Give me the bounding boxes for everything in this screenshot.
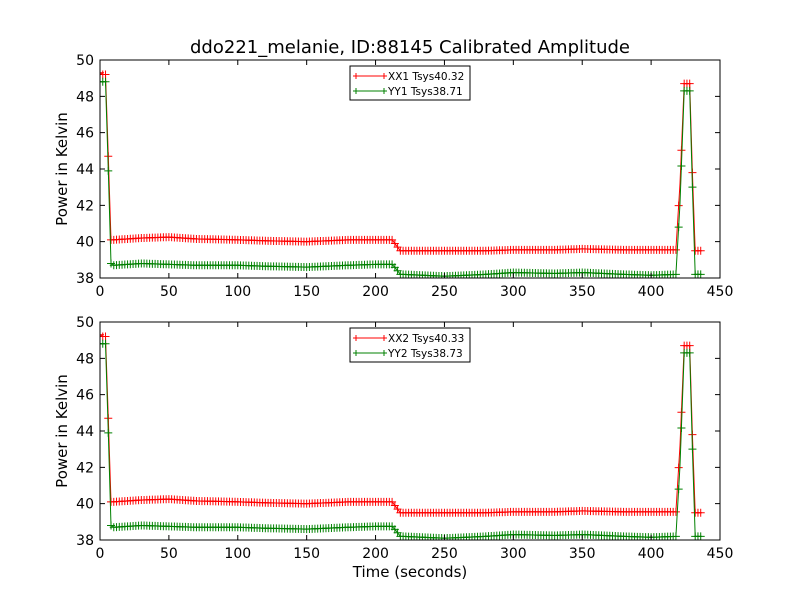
legend-swatch-marker xyxy=(381,88,387,94)
data-point-marker xyxy=(688,183,697,192)
x-tick-label: 300 xyxy=(500,546,527,562)
x-axis-label: Time (seconds) xyxy=(352,563,468,581)
x-tick-label: 200 xyxy=(362,284,389,300)
data-point-marker xyxy=(677,423,686,432)
data-point-marker xyxy=(685,341,694,350)
y-tick-label: 46 xyxy=(76,126,94,142)
legend-entry-label: XX2 Tsys40.33 xyxy=(388,333,464,345)
y-tick-label: 50 xyxy=(76,315,94,331)
data-point-marker xyxy=(696,508,705,517)
x-tick-label: 350 xyxy=(569,546,596,562)
x-tick-label: 350 xyxy=(569,284,596,300)
legend-swatch-marker xyxy=(353,335,359,341)
data-point-marker xyxy=(685,86,694,95)
data-point-marker xyxy=(674,223,683,232)
subplot-1: 0 50 100 150 200 250 300 350 400 450 38 40 42 44 46 48 5… xyxy=(53,53,733,300)
legend-swatch-marker xyxy=(381,73,387,79)
y-tick-label: 48 xyxy=(76,89,94,105)
y-tick-label: 42 xyxy=(76,198,94,214)
series-group xyxy=(100,330,705,540)
x-tick-label: 400 xyxy=(638,284,665,300)
y-tick-label: 38 xyxy=(76,271,94,287)
data-point-marker xyxy=(696,246,705,255)
y-tick-label: 40 xyxy=(76,235,94,251)
data-point-marker xyxy=(104,428,113,437)
legend: XX1 Tsys40.32 YY1 Tsys38.71 xyxy=(349,65,471,101)
x-tick-label: 50 xyxy=(160,284,178,300)
x-tick-label: 150 xyxy=(293,284,320,300)
legend-box xyxy=(349,65,471,101)
data-point-marker xyxy=(696,532,705,540)
data-point-marker xyxy=(688,445,697,454)
legend-box xyxy=(349,327,471,363)
legend-swatch-marker xyxy=(353,88,359,94)
y-tick-label: 40 xyxy=(76,497,94,513)
x-tick-label: 400 xyxy=(638,546,665,562)
x-tick-label: 450 xyxy=(707,284,734,300)
data-point-marker xyxy=(685,348,694,357)
data-point-marker xyxy=(101,77,110,86)
data-point-marker xyxy=(101,339,110,348)
data-point-marker xyxy=(674,463,683,472)
x-tick-label: 100 xyxy=(224,284,251,300)
y-axis-label: Power in Kelvin xyxy=(53,374,71,488)
data-point-marker xyxy=(101,70,110,79)
data-point-marker xyxy=(696,270,705,278)
y-tick-label: 46 xyxy=(76,388,94,404)
x-tick-label: 100 xyxy=(224,546,251,562)
data-point-marker xyxy=(685,79,694,88)
figure-title: ddo221_melanie, ID:88145 Calibrated Ampl… xyxy=(190,37,630,58)
y-tick-label: 42 xyxy=(76,460,94,476)
y-axis-label: Power in Kelvin xyxy=(53,112,71,226)
data-point-marker xyxy=(104,166,113,175)
legend-entry-label: YY2 Tsys38.73 xyxy=(387,348,463,360)
data-point-marker xyxy=(674,485,683,494)
y-tick-label: 48 xyxy=(76,351,94,367)
legend-swatch-marker xyxy=(353,350,359,356)
data-point-marker xyxy=(101,332,110,341)
y-tick-label: 38 xyxy=(76,533,94,549)
legend-swatch-marker xyxy=(381,335,387,341)
data-point-marker xyxy=(671,270,680,278)
data-point-marker xyxy=(671,245,680,254)
series-group xyxy=(100,68,705,278)
x-tick-label: 150 xyxy=(293,546,320,562)
x-tick-label: 200 xyxy=(362,546,389,562)
data-point-marker xyxy=(674,201,683,210)
legend-swatch-marker xyxy=(353,73,359,79)
legend-entry-label: XX1 Tsys40.32 xyxy=(388,71,464,83)
x-tick-label: 50 xyxy=(160,546,178,562)
x-tick-label: 250 xyxy=(431,284,458,300)
y-tick-label: 50 xyxy=(76,53,94,69)
data-point-marker xyxy=(671,507,680,516)
legend-swatch-marker xyxy=(381,350,387,356)
subplot-2: 0 50 100 150 200 250 300 350 400 450 38 40 42 44 46 48 5… xyxy=(53,315,733,581)
x-tick-label: 0 xyxy=(96,284,105,300)
legend: XX2 Tsys40.33 YY2 Tsys38.73 xyxy=(349,327,471,363)
data-point-marker xyxy=(677,161,686,170)
x-tick-label: 300 xyxy=(500,284,527,300)
y-tick-label: 44 xyxy=(76,162,94,178)
legend-entry-label: YY1 Tsys38.71 xyxy=(387,86,463,98)
y-tick-label: 44 xyxy=(76,424,94,440)
x-tick-label: 450 xyxy=(707,546,734,562)
x-tick-label: 0 xyxy=(96,546,105,562)
x-tick-label: 250 xyxy=(431,546,458,562)
data-point-marker xyxy=(671,532,680,540)
